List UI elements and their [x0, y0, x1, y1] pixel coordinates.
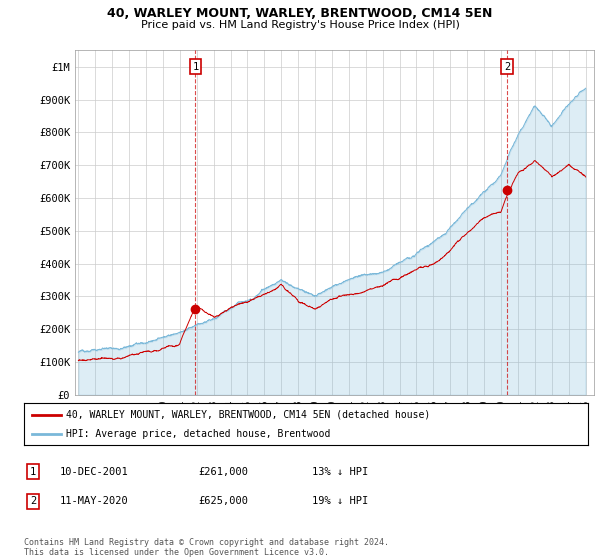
Text: Contains HM Land Registry data © Crown copyright and database right 2024.
This d: Contains HM Land Registry data © Crown c…: [24, 538, 389, 557]
Text: Price paid vs. HM Land Registry's House Price Index (HPI): Price paid vs. HM Land Registry's House …: [140, 20, 460, 30]
Text: 2: 2: [504, 62, 510, 72]
Text: 19% ↓ HPI: 19% ↓ HPI: [312, 496, 368, 506]
Text: 10-DEC-2001: 10-DEC-2001: [60, 466, 129, 477]
Text: 13% ↓ HPI: 13% ↓ HPI: [312, 466, 368, 477]
Text: HPI: Average price, detached house, Brentwood: HPI: Average price, detached house, Bren…: [66, 429, 331, 439]
Text: 40, WARLEY MOUNT, WARLEY, BRENTWOOD, CM14 5EN (detached house): 40, WARLEY MOUNT, WARLEY, BRENTWOOD, CM1…: [66, 409, 431, 419]
Text: 1: 1: [30, 466, 36, 477]
Text: 2: 2: [30, 496, 36, 506]
Text: 40, WARLEY MOUNT, WARLEY, BRENTWOOD, CM14 5EN: 40, WARLEY MOUNT, WARLEY, BRENTWOOD, CM1…: [107, 7, 493, 20]
Text: 11-MAY-2020: 11-MAY-2020: [60, 496, 129, 506]
Text: £261,000: £261,000: [198, 466, 248, 477]
Text: £625,000: £625,000: [198, 496, 248, 506]
Text: 1: 1: [192, 62, 199, 72]
